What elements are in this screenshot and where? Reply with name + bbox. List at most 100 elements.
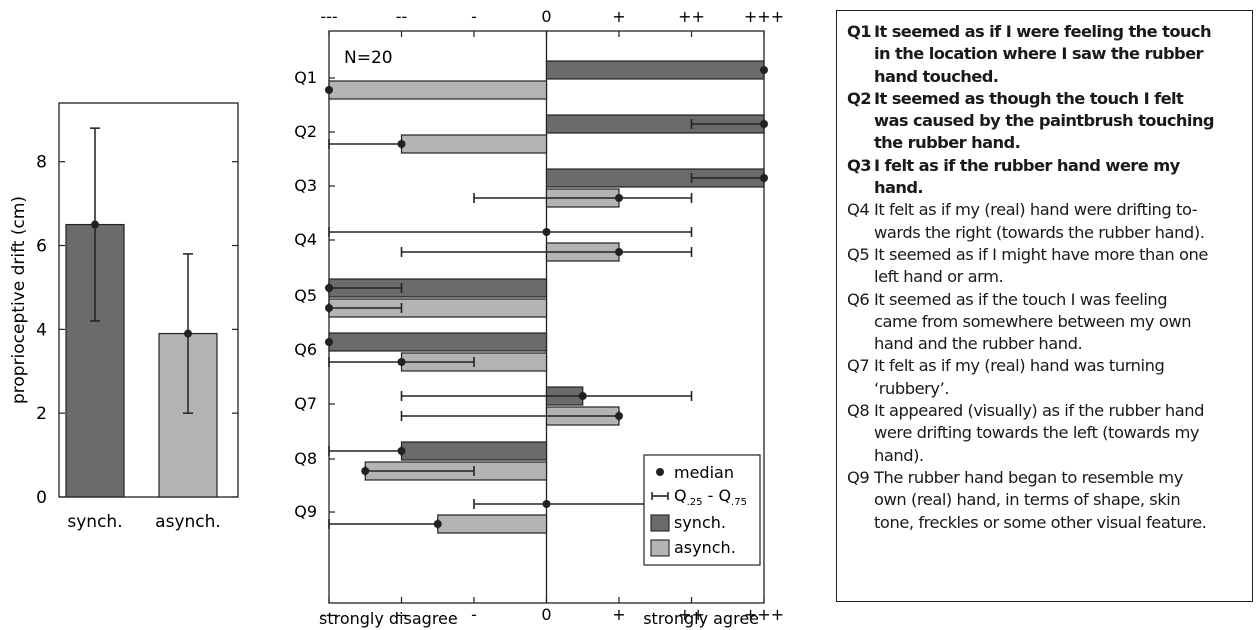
question-id: Q6 — [847, 289, 870, 309]
bar-mean-dot — [184, 329, 192, 338]
question-line: in the location where I saw the rubber — [847, 43, 1248, 65]
question-id: Q4 — [847, 200, 870, 220]
question-line: Q7 It felt as if my (real) hand was turni… — [847, 355, 1248, 377]
question-text: It seemed as if I were feeling the touch — [874, 22, 1212, 41]
legend-synch-swatch — [650, 514, 670, 532]
x-tick-label: synch. — [67, 512, 122, 532]
median-dot — [615, 194, 623, 202]
question-id: Q1 — [847, 22, 872, 41]
question-text: hand. — [874, 178, 924, 198]
x-tick-label-bottom: ++ — [678, 605, 705, 624]
median-dot — [760, 66, 768, 74]
question-id — [847, 422, 874, 444]
median-dot — [325, 338, 333, 346]
question-line: tone, freckles or some other visual feat… — [847, 512, 1248, 534]
question-line: were drifting towards the left (towards … — [847, 422, 1248, 444]
y-tick-label: Q9 — [294, 502, 317, 521]
x-tick-label-bottom: + — [612, 605, 625, 624]
median-dot — [325, 284, 333, 292]
y-tick-label: 0 — [36, 488, 47, 508]
question-line: ‘rubbery’. — [847, 378, 1248, 400]
x-tick-label-top: - — [471, 7, 477, 26]
legend-synch-label: synch. — [674, 513, 726, 532]
question-id: Q8 — [847, 401, 870, 421]
median-dot — [325, 304, 333, 312]
question-id: Q5 — [847, 244, 870, 264]
median-dot — [615, 248, 623, 256]
question-text: in the location where I saw the rubber — [874, 44, 1204, 64]
question-text: own (real) hand, in terms of shape, skin — [874, 490, 1181, 510]
x-tick-label-bottom: --- — [320, 605, 337, 624]
y-tick-label: 8 — [36, 153, 47, 173]
y-axis-label: proprioceptive drift (cm) — [9, 196, 29, 404]
bar-asynch — [400, 134, 548, 154]
bar-synch — [328, 332, 548, 352]
question-id — [847, 311, 874, 333]
question-id — [847, 177, 874, 199]
y-tick-label: Q8 — [294, 449, 317, 468]
median-dot — [397, 447, 406, 455]
question-text: It appeared (visually) as if the rubber … — [874, 401, 1205, 421]
question-line: Q1 It seemed as if I were feeling the tou… — [847, 21, 1248, 43]
bar-asynch — [328, 80, 548, 100]
question-line: was caused by the paintbrush touching — [847, 110, 1248, 132]
question-text: was caused by the paintbrush touching — [874, 111, 1215, 131]
question-id — [847, 489, 874, 511]
question-text: hand). — [874, 445, 924, 465]
question-text: It seemed as though the touch I felt — [874, 88, 1184, 108]
bar-asynch — [437, 514, 548, 534]
median-dot — [361, 467, 370, 475]
y-tick-label: Q5 — [294, 286, 317, 305]
y-tick-label: 4 — [36, 320, 47, 340]
legend-median-label: median — [674, 463, 734, 482]
question-id: Q2 — [847, 88, 872, 108]
question-id — [847, 333, 874, 355]
median-dot — [397, 140, 406, 148]
question-id — [847, 378, 874, 400]
legend-asynch-swatch — [650, 539, 670, 557]
question-line: hand touched. — [847, 66, 1248, 88]
legend-iqr-label: Q.25 - Q.75 — [674, 486, 747, 508]
y-tick-label: 6 — [36, 237, 47, 257]
question-text: tone, freckles or some other visual feat… — [874, 512, 1207, 532]
question-id — [847, 132, 874, 154]
question-text: It felt as if my (real) hand were drifti… — [874, 200, 1198, 220]
question-line: own (real) hand, in terms of shape, skin — [847, 489, 1248, 511]
questionnaire-chart: ------------00++++++++++++strongly disag… — [294, 7, 784, 628]
y-tick-label: Q3 — [294, 176, 317, 195]
question-line: came from somewhere between my own — [847, 311, 1248, 333]
question-line: hand). — [847, 445, 1248, 467]
n-annotation: N=20 — [344, 48, 393, 68]
median-dot — [397, 358, 406, 366]
question-id — [847, 445, 874, 467]
question-line: the rubber hand. — [847, 132, 1248, 154]
x-tick-label-top: --- — [320, 7, 337, 26]
median-dot — [542, 228, 551, 236]
question-text: came from somewhere between my own — [874, 311, 1192, 331]
y-tick-label: Q7 — [294, 394, 317, 413]
x-tick-label-top: + — [612, 7, 625, 26]
question-line: Q6 It seemed as if the touch I was feelin… — [847, 289, 1248, 311]
median-dot — [578, 392, 587, 400]
x-tick-label-bottom: 0 — [541, 605, 551, 624]
question-text: wards the right (towards the rubber hand… — [874, 222, 1205, 242]
x-tick-label-bottom: - — [471, 605, 477, 624]
plot-frame — [58, 102, 239, 498]
x-tick-label-bottom: -- — [396, 605, 408, 624]
y-tick-label: Q1 — [294, 68, 317, 87]
x-tick-label-top: 0 — [541, 7, 551, 26]
question-line: left hand or arm. — [847, 266, 1248, 288]
question-line: wards the right (towards the rubber hand… — [847, 222, 1248, 244]
questions-panel: Q1 It seemed as if I were feeling the tou… — [836, 10, 1253, 602]
median-dot — [760, 120, 768, 128]
y-tick-label: 2 — [36, 404, 47, 424]
question-id — [847, 266, 874, 288]
question-text: ‘rubbery’. — [874, 378, 950, 398]
question-text: hand and the rubber hand. — [874, 334, 1083, 354]
question-line: hand and the rubber hand. — [847, 333, 1248, 355]
question-text: It felt as if my (real) hand was turning — [874, 356, 1165, 376]
question-id: Q9 — [847, 467, 870, 487]
question-text: were drifting towards the left (towards … — [874, 423, 1200, 443]
question-line: hand. — [847, 177, 1248, 199]
